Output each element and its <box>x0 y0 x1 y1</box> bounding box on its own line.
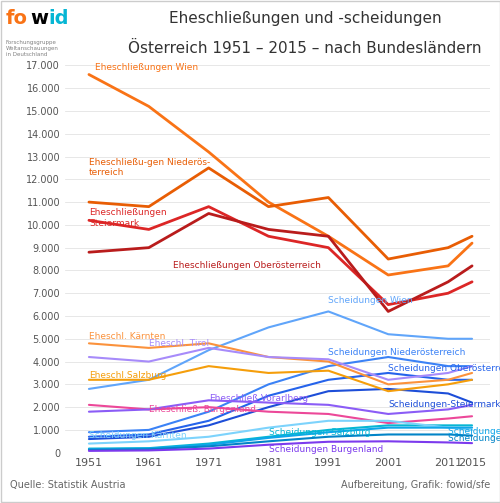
Text: Forschungsgruppe
Weltanschauungen
in Deutschland: Forschungsgruppe Weltanschauungen in Deu… <box>6 40 59 57</box>
Text: Scheidungen­Steiermark: Scheidungen­Steiermark <box>388 400 500 409</box>
Text: Scheidungen Salzburg: Scheidungen Salzburg <box>268 428 370 437</box>
Text: Scheidungen Oberösterreich: Scheidungen Oberösterreich <box>388 364 500 373</box>
Text: w: w <box>31 9 49 28</box>
Text: Aufbereitung, Grafik: fowid/sfe: Aufbereitung, Grafik: fowid/sfe <box>341 480 490 490</box>
Text: Scheidungen Vorarlberg: Scheidungen Vorarlberg <box>448 434 500 443</box>
Text: Eheschließungen und -scheidungen: Eheschließungen und -scheidungen <box>168 11 442 26</box>
Text: Eheschl. Tirol: Eheschl. Tirol <box>149 339 209 348</box>
Text: Scheidungen Burgenland: Scheidungen Burgenland <box>268 445 383 454</box>
Text: fo: fo <box>6 9 28 28</box>
Text: Eheschl. Kärnten: Eheschl. Kärnten <box>89 332 166 341</box>
Text: Quelle: Statistik Austria: Quelle: Statistik Austria <box>10 480 126 490</box>
Text: id: id <box>48 9 69 28</box>
Text: Scheidungen Kärnten: Scheidungen Kärnten <box>89 431 186 440</box>
Text: Scheidungen Wien: Scheidungen Wien <box>328 296 413 304</box>
Text: Eheschließungen Oberösterreich: Eheschließungen Oberösterreich <box>172 262 320 271</box>
Text: Eheschließungen Wien: Eheschließungen Wien <box>95 63 198 72</box>
Text: Eheschließungen
Steiermark: Eheschließungen Steiermark <box>89 208 166 228</box>
Text: Eheschließ.Vorarlberg: Eheschließ.Vorarlberg <box>208 393 308 402</box>
Text: Österreich 1951 – 2015 – nach Bundesländern: Österreich 1951 – 2015 – nach Bundesländ… <box>128 41 482 56</box>
Text: Scheidungen Tirol: Scheidungen Tirol <box>448 427 500 436</box>
Text: Scheidungen Niederösterreich: Scheidungen Niederösterreich <box>328 348 466 357</box>
Text: Eheschl.Salzburg: Eheschl.Salzburg <box>89 371 166 380</box>
Text: Eheschließ. Burgenland: Eheschließ. Burgenland <box>149 405 256 414</box>
Text: Eheschließu­gen Niederös-
terreich: Eheschließu­gen Niederös- terreich <box>89 157 210 177</box>
